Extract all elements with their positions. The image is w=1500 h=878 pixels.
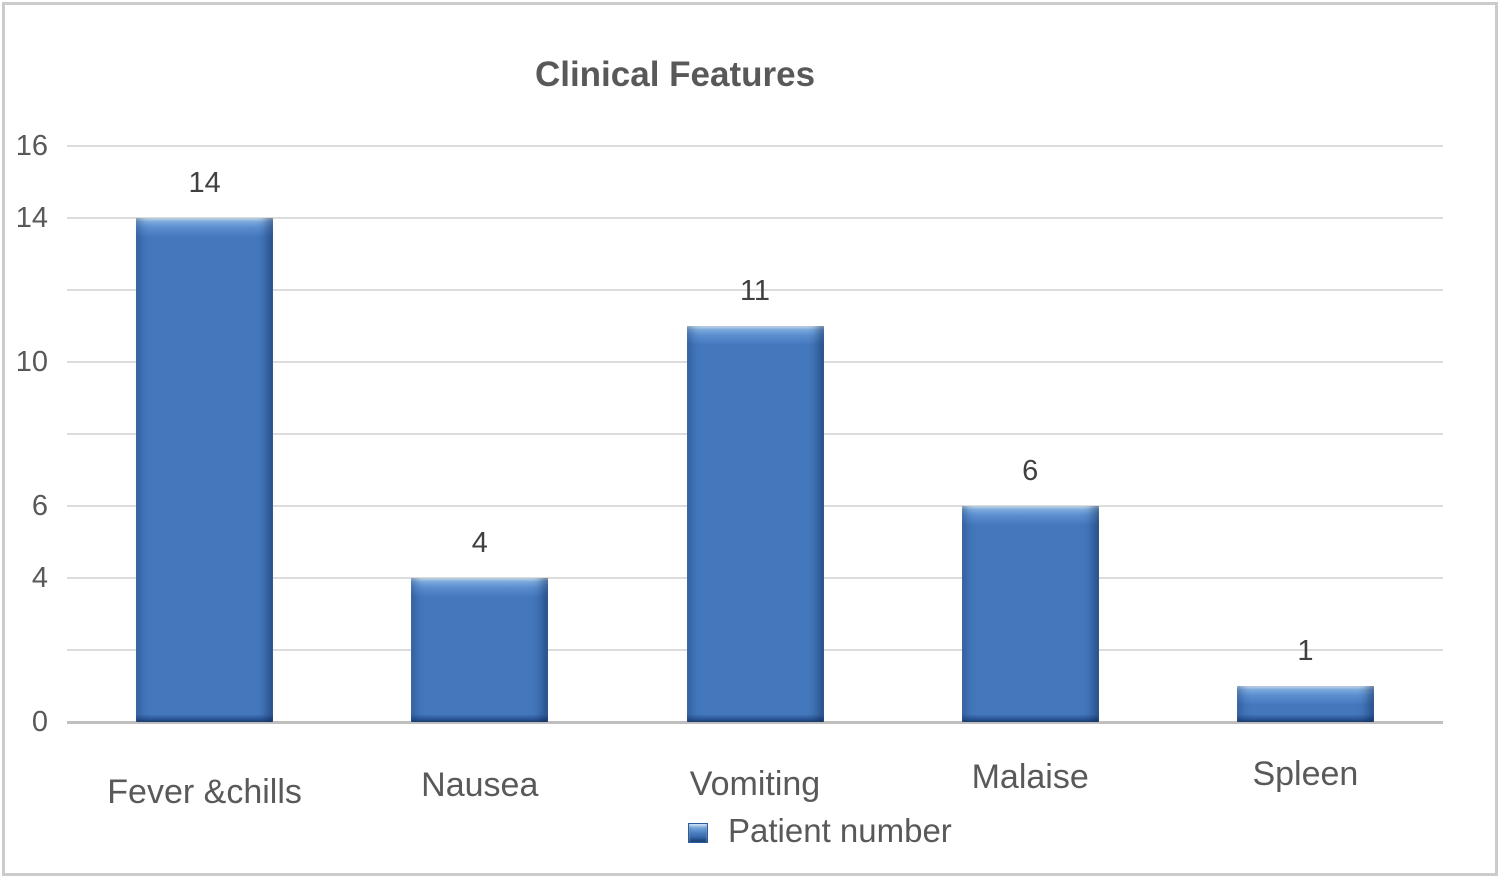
- legend-series-label: Patient number: [728, 812, 952, 849]
- bar-value-label: 11: [739, 275, 771, 307]
- category-label: Fever &chills: [107, 773, 302, 811]
- y-tick-label-10: 10: [15, 346, 48, 378]
- y-tick-label-14: 14: [15, 202, 48, 234]
- bar-nausea: [411, 578, 549, 722]
- legend: Patient number: [688, 810, 952, 852]
- category-label: Malaise: [971, 758, 1089, 796]
- y-tick-label-4: 4: [31, 562, 48, 594]
- bar-vomiting: [686, 326, 824, 722]
- bar-spleen: [1236, 686, 1374, 722]
- bar-value-label: 14: [188, 167, 221, 199]
- category-label: Vomiting: [689, 765, 821, 803]
- bar-value-label: 1: [1297, 635, 1314, 667]
- gridline-16: [67, 145, 1443, 147]
- bar-value-label: 4: [471, 527, 488, 559]
- category-label: Nausea: [421, 766, 539, 804]
- chart-title: Clinical Features: [534, 55, 816, 94]
- y-tick-label-16: 16: [15, 130, 48, 162]
- gridline-14: [67, 217, 1443, 219]
- bar-fever-chills: [136, 218, 274, 722]
- bar-malaise: [961, 506, 1099, 722]
- y-tick-label-0: 0: [31, 706, 48, 738]
- gridline-12: [67, 289, 1443, 291]
- bar-value-label: 6: [1022, 455, 1039, 487]
- legend-color-swatch-icon: [688, 823, 708, 843]
- category-label: Spleen: [1252, 755, 1359, 793]
- x-axis-line: [67, 721, 1443, 724]
- y-tick-label-6: 6: [31, 490, 48, 522]
